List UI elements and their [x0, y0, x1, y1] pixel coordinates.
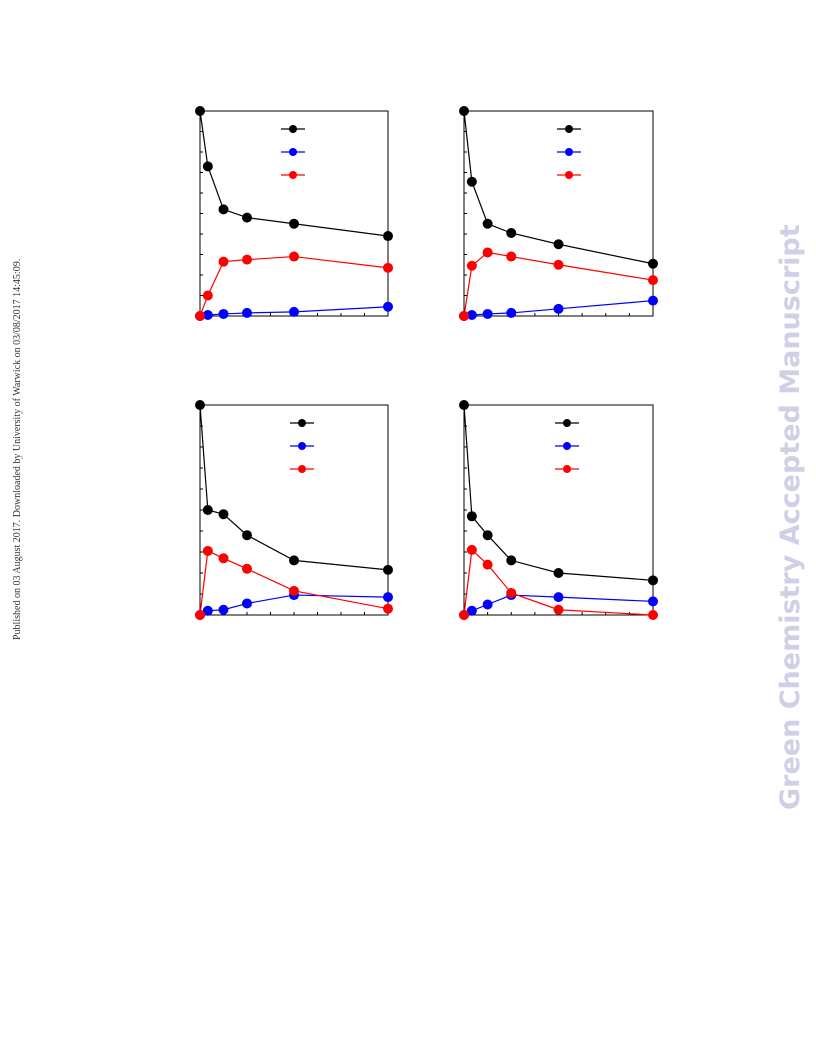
chart-panel-top-right — [459, 106, 658, 321]
legend-marker-series-3 — [289, 171, 297, 179]
series-2-point — [466, 309, 477, 320]
series-3-point — [482, 247, 493, 258]
series-3-point — [202, 290, 213, 301]
legend-marker-series-2 — [289, 148, 297, 156]
series-3-point — [242, 563, 252, 574]
series-3-point — [553, 604, 564, 615]
series-1-point — [289, 555, 299, 566]
legend-marker-series-3 — [565, 171, 573, 179]
chart-panel-bottom-left — [195, 400, 393, 620]
plot-frame — [199, 110, 389, 317]
legend-marker-series-2 — [298, 442, 306, 450]
series-2-point — [218, 308, 229, 319]
series-3-line — [463, 251, 654, 317]
series-2-point — [242, 307, 252, 318]
series-2-point — [466, 605, 477, 616]
series-1-point — [466, 176, 477, 187]
series-3-line — [463, 548, 654, 616]
series-2-point — [218, 604, 229, 615]
series-3-point — [218, 256, 229, 267]
chart-panel-top-left — [195, 106, 393, 321]
legend-marker-series-1 — [289, 125, 297, 133]
series-3-point — [459, 610, 469, 620]
plot-frame — [463, 110, 654, 317]
legend-marker-series-2 — [565, 148, 573, 156]
series-3-point — [553, 259, 564, 270]
series-1-line — [463, 110, 654, 265]
series-1-line — [199, 404, 389, 571]
series-1-point — [482, 530, 493, 541]
series-2-point — [202, 605, 213, 616]
series-3-point — [506, 587, 517, 598]
legend-marker-series-3 — [563, 465, 571, 473]
series-2-point — [553, 592, 564, 603]
series-1-point — [648, 575, 658, 586]
plot-frame — [463, 404, 654, 616]
series-1-point — [482, 218, 493, 229]
series-1-point — [383, 564, 393, 575]
series-2-point — [482, 599, 493, 610]
series-2-point — [482, 308, 493, 319]
plot-frame — [199, 404, 389, 616]
legend-marker-series-1 — [565, 125, 573, 133]
series-1-point — [553, 239, 564, 250]
legend-marker-series-2 — [563, 442, 571, 450]
series-3-point — [195, 610, 205, 620]
series-1-point — [202, 505, 213, 515]
legend-marker-series-1 — [298, 419, 306, 427]
chart-panel-bottom-right — [459, 400, 658, 620]
series-1-point — [466, 511, 477, 522]
series-2-point — [383, 592, 393, 603]
series-3-point — [289, 585, 299, 596]
legend-marker-series-3 — [298, 465, 306, 473]
series-1-point — [553, 568, 564, 578]
series-1-point — [506, 555, 517, 566]
series-3-point — [195, 311, 205, 321]
series-3-point — [383, 262, 393, 273]
series-3-point — [648, 275, 658, 286]
series-3-point — [466, 544, 477, 555]
series-3-line — [199, 550, 389, 616]
series-3-point — [648, 610, 658, 620]
series-2-point — [242, 598, 252, 609]
series-3-point — [466, 260, 477, 271]
series-1-point — [459, 106, 469, 116]
series-2-point — [506, 307, 517, 318]
series-2-point — [289, 306, 299, 317]
series-3-point — [289, 251, 299, 262]
series-1-point — [459, 400, 469, 410]
series-1-point — [218, 204, 229, 215]
series-3-point — [202, 545, 213, 556]
series-2-point — [648, 295, 658, 306]
series-3-point — [383, 603, 393, 614]
series-2-point — [383, 301, 393, 312]
series-2-point — [553, 303, 564, 314]
series-3-point — [506, 251, 517, 262]
series-1-line — [199, 110, 389, 237]
legend-marker-series-1 — [563, 419, 571, 427]
series-1-point — [506, 227, 517, 238]
series-3-point — [242, 254, 252, 265]
series-1-point — [242, 212, 252, 223]
series-1-point — [289, 218, 299, 229]
series-2-point — [648, 596, 658, 607]
series-1-point — [648, 258, 658, 269]
series-1-point — [218, 509, 229, 520]
series-1-point — [383, 231, 393, 242]
series-3-point — [459, 311, 469, 321]
series-1-line — [463, 404, 654, 581]
series-3-point — [218, 553, 229, 564]
series-3-point — [482, 559, 493, 570]
series-1-point — [242, 530, 252, 541]
series-1-point — [195, 106, 205, 116]
series-1-point — [202, 161, 213, 172]
series-1-point — [195, 400, 205, 410]
series-2-point — [202, 309, 213, 320]
